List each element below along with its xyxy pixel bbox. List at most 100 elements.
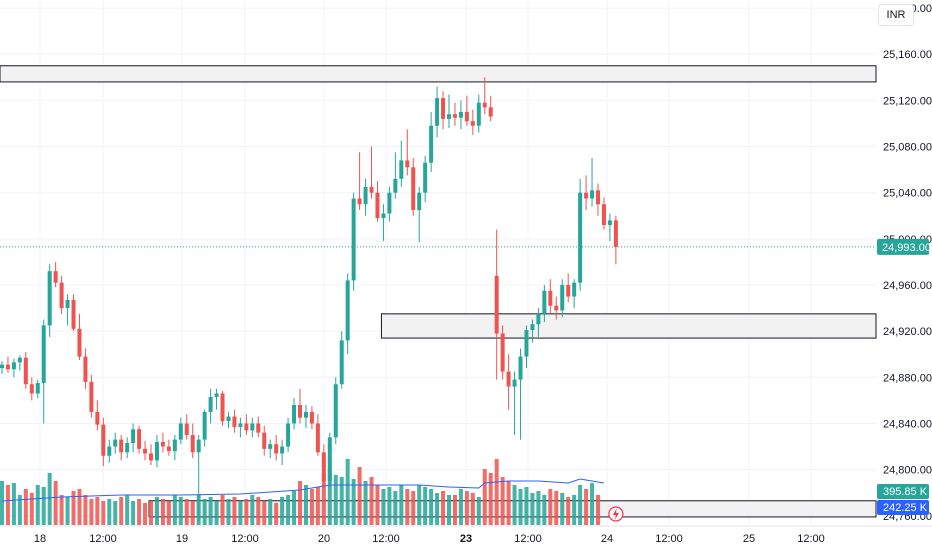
- volume-bar: [590, 483, 595, 525]
- volume-label-badge: [877, 500, 929, 515]
- candle: [172, 435, 177, 461]
- zones-layer: [0, 65, 877, 518]
- volume-bar: [184, 499, 189, 525]
- candle: [447, 94, 451, 129]
- candle-body: [77, 328, 82, 357]
- candle: [256, 416, 261, 438]
- candle-body: [339, 340, 344, 385]
- candle-body: [244, 423, 249, 431]
- candle-body: [441, 98, 446, 119]
- candle: [476, 94, 481, 133]
- candle: [274, 435, 279, 461]
- volume-bar: [524, 487, 529, 525]
- volume-bar: [464, 491, 469, 525]
- candle: [232, 409, 237, 433]
- candle-body: [578, 192, 583, 283]
- candle-body: [613, 220, 618, 247]
- candle-body: [560, 285, 565, 311]
- candle-body: [125, 443, 130, 453]
- candle-body: [280, 446, 285, 454]
- candle: [506, 354, 511, 410]
- volume-bar: [548, 489, 553, 525]
- candle: [262, 425, 267, 456]
- time-axis[interactable]: 18 12:00 19 12:00 20 12:00 23 12:00 24 12:00 25 12:…: [0, 525, 932, 545]
- candle-body: [256, 423, 261, 433]
- candle-body: [298, 405, 302, 418]
- x-tick-label: 12:00: [372, 533, 400, 545]
- volume-bar: [298, 481, 302, 525]
- volume-bar: [172, 495, 177, 525]
- candle-body: [572, 282, 577, 297]
- y-tick-label: 24,800.00: [883, 465, 932, 477]
- candle: [298, 388, 302, 424]
- volume-bar: [125, 495, 130, 525]
- candle-body: [196, 439, 201, 453]
- currency-badge[interactable]: INR: [878, 4, 914, 26]
- candle: [590, 158, 595, 207]
- candle: [554, 296, 559, 320]
- volume-ma: [1, 478, 605, 502]
- candle-body: [309, 411, 314, 424]
- candle: [59, 275, 64, 314]
- volume-bar: [286, 495, 291, 525]
- candle: [601, 197, 606, 230]
- volume-bar: [506, 481, 511, 525]
- volume-bar: [303, 485, 308, 525]
- volume-bar: [309, 489, 314, 525]
- y-tick-label: 25,040.00: [883, 188, 932, 200]
- candle-body: [268, 444, 273, 449]
- y-tick-label: 24,840.00: [883, 418, 932, 430]
- price-axis[interactable]: 25,200.0025,160.0025,120.0025,080.0025,0…: [877, 3, 932, 523]
- candle: [268, 439, 273, 459]
- x-tick-label: 12:00: [797, 533, 825, 545]
- candle: [65, 294, 70, 326]
- candle-body: [238, 423, 243, 427]
- candle-body: [262, 432, 267, 449]
- volume-bar: [65, 497, 70, 525]
- candle-body: [554, 305, 559, 311]
- volume-bar: [250, 495, 255, 525]
- candle-body: [17, 357, 22, 363]
- volume-bar: [333, 475, 338, 525]
- volume-bar: [441, 491, 446, 525]
- candle-body: [482, 102, 487, 108]
- candle-body: [303, 411, 308, 418]
- candle-body: [375, 192, 380, 219]
- candle-body: [5, 364, 10, 370]
- volume-bar: [512, 485, 517, 525]
- candle: [107, 439, 112, 463]
- candle: [47, 264, 52, 337]
- candle-body: [363, 186, 368, 205]
- candle-body: [41, 325, 46, 384]
- candle: [327, 432, 332, 487]
- candle-body: [107, 446, 112, 456]
- volume-bar: [23, 489, 28, 525]
- candle: [220, 391, 225, 426]
- y-tick-label: 25,160.00: [883, 49, 932, 61]
- candle: [375, 181, 380, 222]
- candle-body: [250, 423, 255, 431]
- volume-bar: [95, 497, 100, 525]
- candle: [315, 414, 320, 456]
- candle-body: [411, 167, 416, 210]
- volume-ma-line: [1, 478, 605, 502]
- x-tick-label: 12:00: [514, 533, 542, 545]
- candle: [339, 331, 344, 389]
- last-price-label: 24,993.00: [882, 242, 931, 254]
- candle-body: [476, 102, 481, 126]
- candle: [429, 111, 434, 172]
- candle: [95, 400, 100, 431]
- volume-bar: [256, 497, 261, 525]
- candle: [250, 417, 255, 438]
- candle: [578, 178, 583, 291]
- volume-bar: [41, 487, 46, 525]
- candle: [357, 152, 362, 210]
- candle: [113, 432, 118, 454]
- candle: [23, 351, 28, 389]
- candle-body: [464, 111, 469, 122]
- volume-bar: [214, 501, 219, 525]
- candle: [482, 77, 487, 115]
- volume-bar: [274, 503, 279, 525]
- volume-bar: [399, 485, 404, 525]
